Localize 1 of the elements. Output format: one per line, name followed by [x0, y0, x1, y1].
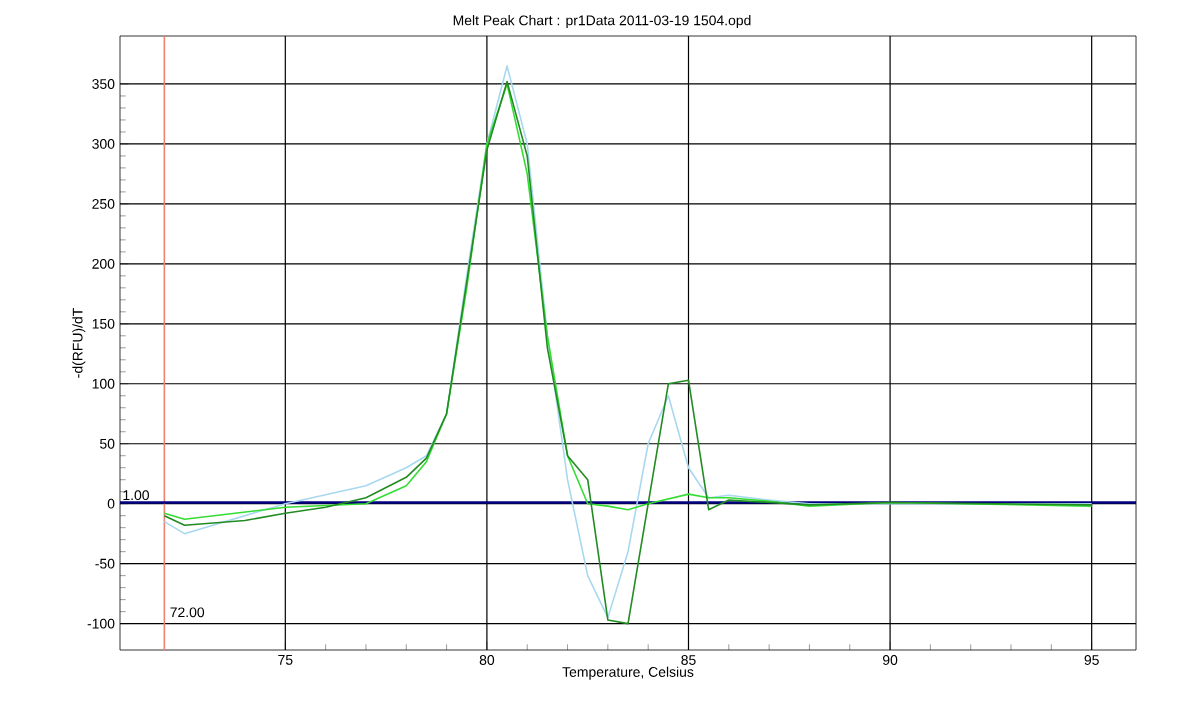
line-series — [163, 83, 1093, 521]
